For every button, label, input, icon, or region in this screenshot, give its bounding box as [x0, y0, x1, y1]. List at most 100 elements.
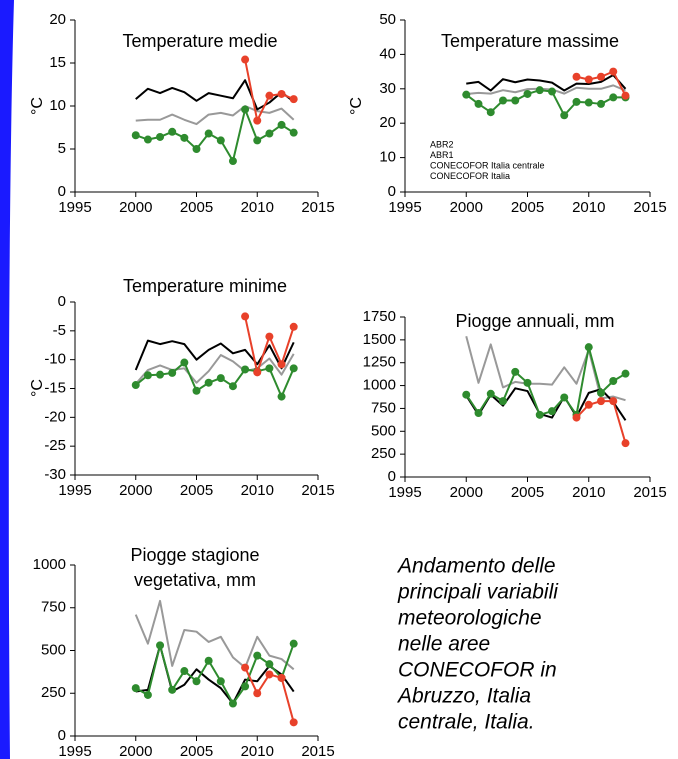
data-point [156, 641, 165, 650]
data-point [486, 389, 495, 398]
chart-title: Piogge annuali, mm [455, 311, 614, 331]
side-border [0, 0, 14, 759]
data-point [584, 343, 593, 352]
y-tick-label: 1250 [363, 354, 396, 371]
data-point [523, 378, 532, 387]
x-tick-label: 2005 [180, 743, 213, 759]
caption-line: meteorologiche [398, 607, 542, 630]
data-point [265, 91, 274, 100]
x-tick-label: 1995 [58, 199, 91, 216]
y-tick-label: -5 [53, 322, 66, 339]
series-line [575, 400, 627, 444]
x-tick-label: 2010 [241, 199, 274, 216]
data-point [265, 332, 274, 341]
y-tick-label: 10 [49, 97, 66, 114]
data-point [277, 89, 286, 98]
data-point [265, 670, 274, 679]
data-point [253, 116, 262, 125]
data-point [168, 127, 177, 136]
caption-line: principali variabili [397, 581, 559, 604]
data-point [265, 129, 274, 138]
data-point [511, 96, 520, 105]
data-point [216, 136, 225, 145]
y-tick-label: 500 [41, 641, 66, 658]
data-point [241, 682, 250, 691]
series-line [134, 353, 295, 385]
data-point [462, 390, 471, 399]
y-tick-label: 500 [371, 422, 396, 439]
data-point [241, 55, 250, 64]
data-point [499, 96, 507, 105]
series-line [134, 599, 295, 671]
data-point [277, 120, 286, 129]
data-point [253, 136, 262, 145]
data-point [289, 322, 298, 331]
y-tick-label: 15 [49, 54, 66, 71]
x-tick-label: 2005 [180, 482, 213, 499]
data-point [572, 97, 581, 106]
data-point [180, 358, 189, 367]
data-point [131, 131, 140, 140]
x-tick-label: 2005 [180, 199, 213, 216]
data-point [192, 386, 201, 395]
data-point [597, 388, 605, 397]
data-point [265, 660, 274, 669]
data-point [609, 93, 618, 102]
data-point [523, 89, 532, 98]
x-tick-label: 2010 [241, 743, 274, 759]
data-point [621, 91, 630, 100]
data-point [204, 378, 213, 387]
y-tick-label: -15 [44, 379, 66, 396]
y-tick-label: 1750 [363, 308, 396, 325]
x-tick-label: 1995 [58, 743, 91, 759]
series-line [244, 59, 295, 122]
x-tick-label: 2010 [572, 199, 605, 216]
y-axis-label: °C [29, 379, 46, 397]
x-tick-label: 2005 [511, 199, 544, 216]
data-point [216, 677, 225, 686]
y-tick-label: 40 [379, 45, 396, 62]
x-tick-label: 2010 [572, 484, 605, 501]
data-point [511, 367, 520, 376]
x-tick-label: 2015 [301, 743, 334, 759]
y-tick-label: 0 [388, 468, 396, 485]
x-tick-label: 1995 [58, 482, 91, 499]
data-point [289, 128, 298, 137]
data-point [560, 393, 569, 402]
y-tick-label: -25 [44, 437, 66, 454]
y-tick-label: 250 [371, 445, 396, 462]
data-point [462, 90, 471, 99]
data-point [241, 312, 250, 321]
data-point [277, 392, 286, 401]
data-point [204, 129, 213, 138]
data-point [192, 145, 201, 153]
x-tick-label: 2005 [511, 484, 544, 501]
legend-entry: ABR1 [430, 150, 454, 160]
data-point [216, 374, 225, 383]
y-tick-label: 1000 [33, 556, 66, 573]
data-point [621, 369, 630, 378]
y-tick-label: 0 [58, 293, 66, 310]
y-tick-label: 750 [41, 599, 66, 616]
caption-line: Abruzzo, Italia [396, 685, 531, 708]
y-tick-label: 250 [41, 684, 66, 701]
data-point [253, 689, 262, 698]
series-line [466, 84, 626, 95]
chart-title: Piogge stagione [130, 545, 259, 565]
x-tick-label: 2000 [119, 743, 152, 759]
chart-title: Temperature minime [123, 276, 287, 296]
y-tick-label: 20 [49, 11, 66, 28]
y-tick-label: 5 [58, 140, 66, 157]
data-point [192, 677, 201, 686]
chart-title: Temperature medie [122, 31, 277, 51]
data-point [499, 397, 507, 406]
data-point [241, 663, 250, 672]
data-point [228, 699, 237, 708]
data-point [560, 111, 569, 120]
data-point [474, 409, 483, 417]
data-point [548, 87, 556, 96]
y-tick-label: 30 [379, 80, 396, 97]
data-point [277, 360, 286, 369]
data-point [131, 381, 140, 390]
data-point [277, 673, 286, 682]
